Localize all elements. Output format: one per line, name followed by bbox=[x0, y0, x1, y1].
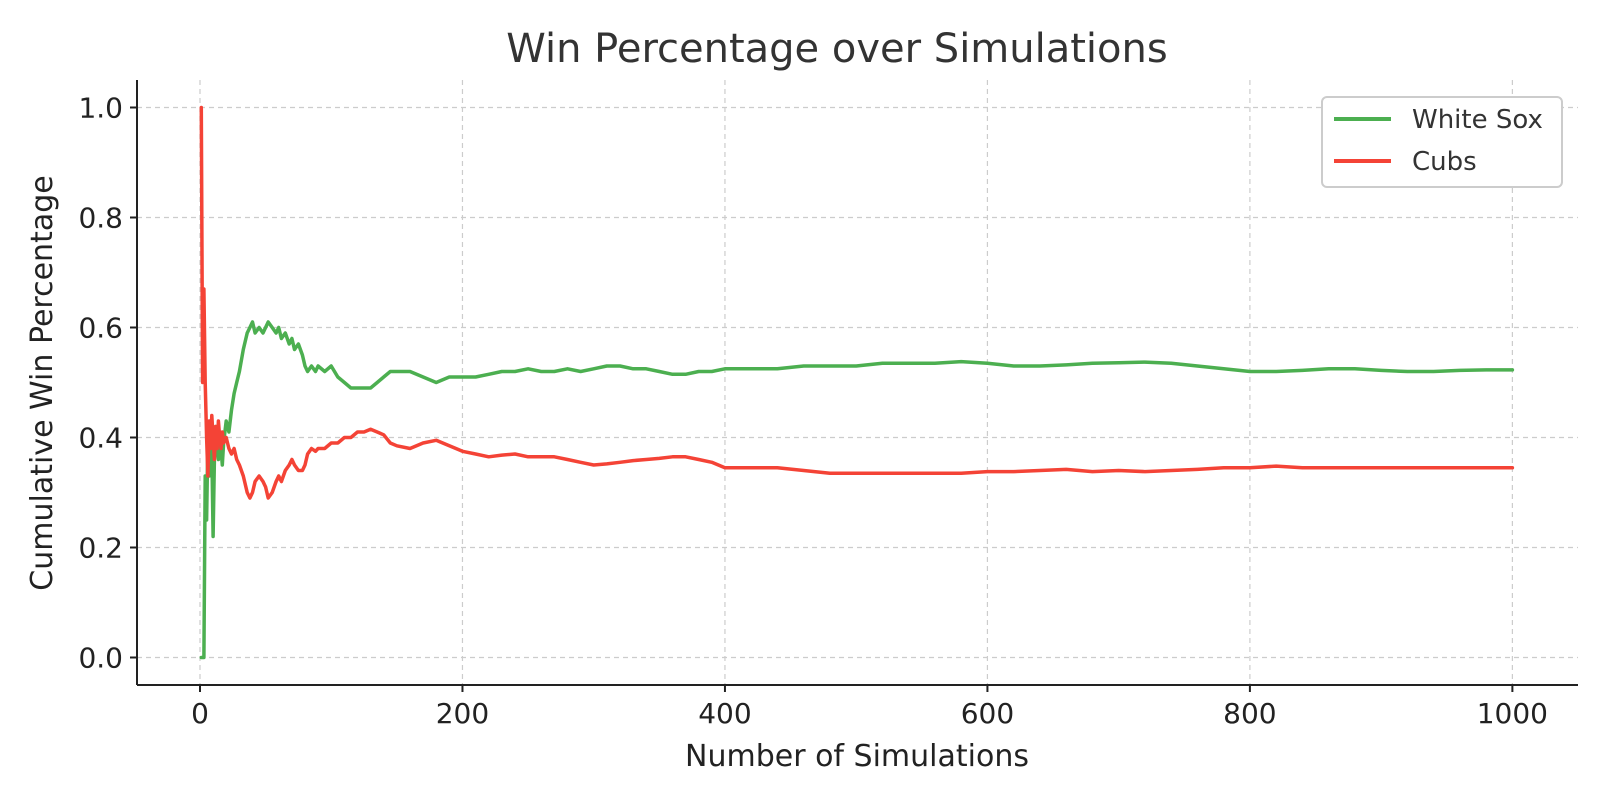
legend-label-white-sox: White Sox bbox=[1412, 105, 1543, 135]
ticks: 0 200 400 600 800 1000 0.0 0.2 0.4 0.6 0.8 1.0 bbox=[78, 92, 1548, 731]
y-tick-label: 1.0 bbox=[78, 92, 123, 125]
x-tick-label: 1000 bbox=[1477, 697, 1548, 730]
y-tick-label: 0.4 bbox=[78, 422, 123, 455]
x-tick-label: 0 bbox=[191, 697, 209, 730]
legend: White Sox Cubs bbox=[1321, 96, 1563, 188]
axes bbox=[136, 80, 1578, 686]
y-tick-label: 0.6 bbox=[78, 312, 123, 345]
x-tick-label: 600 bbox=[961, 697, 1014, 730]
series-line-cubs bbox=[199, 105, 1515, 500]
series-line-white-sox bbox=[199, 320, 1515, 660]
x-tick-label: 200 bbox=[436, 697, 489, 730]
grid-lines bbox=[137, 80, 1578, 685]
y-tick-label: 0.2 bbox=[78, 532, 123, 565]
y-tick-label: 0.8 bbox=[78, 202, 123, 235]
y-axis-label: Cumulative Win Percentage bbox=[25, 175, 60, 590]
x-axis-label: Number of Simulations bbox=[685, 739, 1029, 774]
series-lines bbox=[199, 105, 1515, 660]
x-tick-label: 800 bbox=[1223, 697, 1276, 730]
legend-label-cubs: Cubs bbox=[1412, 147, 1477, 177]
x-tick-label: 400 bbox=[698, 697, 751, 730]
y-tick-label: 0.0 bbox=[78, 642, 123, 675]
chart-title: Win Percentage over Simulations bbox=[506, 26, 1167, 72]
